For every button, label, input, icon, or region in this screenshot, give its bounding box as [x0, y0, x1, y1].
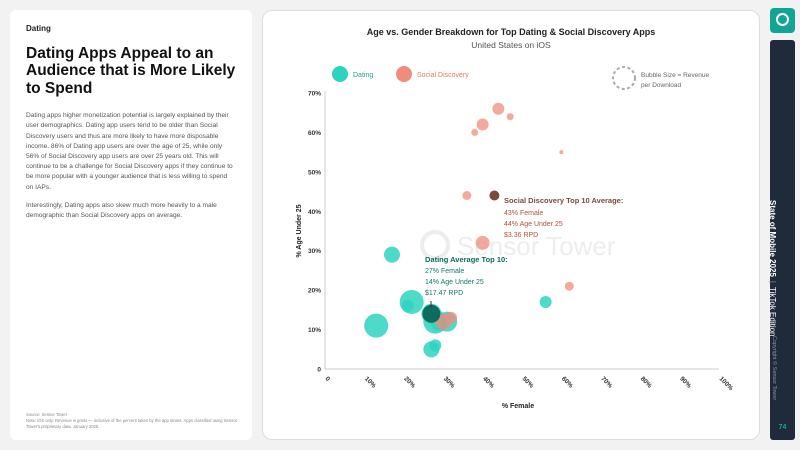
x-tick-label: 80% [639, 375, 653, 389]
legend-size-icon [612, 66, 636, 90]
dating-avg-annotation-line-3: $17.47 RPD [425, 290, 463, 297]
dating-avg-annotation-line-2: 14% Age Under 25 [425, 279, 484, 286]
source-line-1: Source: Sensor Tower [26, 412, 68, 418]
dating-bubble [429, 339, 442, 352]
social-discovery-bubble [445, 311, 458, 324]
y-tick-label: 40% [308, 209, 321, 216]
social-discovery-bubble [462, 191, 472, 201]
dating-bubble [399, 289, 424, 314]
scatter-chart: Dating Social Discovery Bubble Size = Re… [296, 66, 735, 410]
sensor-tower-logo-icon [770, 8, 795, 33]
legend-size-line-2: per Download [641, 82, 681, 89]
social-discovery-bubble [475, 235, 490, 250]
x-tick-label: 50% [521, 375, 535, 389]
category-label: Dating [26, 24, 51, 33]
y-tick-label: 30% [308, 248, 321, 255]
legend-social-swatch [396, 66, 412, 82]
social-discovery-bubble [471, 128, 479, 136]
y-tick-label: 60% [308, 130, 321, 137]
x-tick-label: 40% [481, 375, 495, 389]
social-discovery-average-bubble [489, 190, 500, 201]
rail-band [770, 40, 795, 440]
rail-copyright: Copyright © Sensor Tower [771, 336, 777, 401]
dating-bubble [539, 295, 552, 308]
social-discovery-bubble [564, 281, 574, 291]
y-axis-label: % Age Under 25 [296, 204, 303, 257]
x-tick-label: 30% [442, 375, 456, 389]
x-tick-labels: 0 10% 20% 30% 40% 50% 60% 70% 80% 90% 100% [324, 375, 735, 392]
right-rail: State of Mobile 2025|TikTok Edition Copy… [765, 0, 800, 450]
source-note: Source: Sensor Tower Note: iOS only. Rev… [26, 412, 241, 430]
dating-bubble [383, 246, 400, 263]
y-tick-label: 50% [308, 169, 321, 176]
dating-average-bubble [422, 304, 441, 323]
x-tick-label: 60% [560, 375, 574, 389]
x-axis-label: % Female [502, 403, 534, 410]
social-avg-annotation-line-1: 43% Female [504, 210, 543, 217]
page-number: 74 [778, 424, 787, 431]
rail-title-bold: State of Mobile 2025 [768, 200, 777, 277]
x-tick-label: 10% [363, 375, 377, 389]
x-tick-label: 70% [599, 375, 613, 389]
page-headline: Dating Apps Appeal to an Audience that i… [26, 45, 236, 97]
dating-bubble [364, 313, 389, 338]
y-tick-labels: 0 10% 20% 30% 40% 50% 60% 70% [308, 91, 321, 374]
legend-dating-label: Dating [353, 72, 373, 79]
watermark-icon [420, 230, 450, 260]
x-tick-label: 20% [402, 375, 416, 389]
legend-dating-swatch [332, 66, 348, 82]
chart-title: Age vs. Gender Breakdown for Top Dating … [366, 27, 656, 37]
body-paragraph-2: Interestingly, Dating apps also skew muc… [26, 201, 217, 220]
x-tick-label: 100% [718, 375, 735, 392]
social-discovery-bubble [476, 118, 489, 131]
legend-social-label: Social Discovery [417, 72, 469, 79]
social-discovery-bubble [492, 102, 505, 115]
chart-subtitle: United States on iOS [471, 40, 551, 50]
chart-panel: Age vs. Gender Breakdown for Top Dating … [262, 10, 760, 440]
legend-size-line-1: Bubble Size = Revenue [641, 72, 710, 79]
y-tick-label: 0 [317, 367, 321, 374]
social-avg-annotation-line-3: $3.36 RPD [504, 232, 538, 239]
rail-title-edition: TikTok Edition [768, 287, 777, 337]
dating-avg-annotation-line-1: 27% Female [425, 268, 464, 275]
dating-avg-annotation-title: Dating Average Top 10: [425, 255, 508, 264]
x-tick-label: 90% [678, 375, 692, 389]
social-discovery-bubble [506, 113, 514, 121]
y-tick-label: 20% [308, 288, 321, 295]
bubble-layer [364, 102, 574, 358]
social-avg-annotation-title: Social Discovery Top 10 Average: [504, 196, 623, 205]
text-panel: Dating Dating Apps Appeal to an Audience… [10, 10, 252, 440]
social-discovery-bubble [559, 150, 564, 155]
y-tick-label: 70% [308, 91, 321, 98]
social-avg-annotation-line-2: 44% Age Under 25 [504, 221, 563, 228]
source-line-2: Note: iOS only. Revenue is gross — inclu… [26, 418, 238, 430]
y-tick-label: 10% [308, 327, 321, 334]
rail-report-title: State of Mobile 2025|TikTok Edition [768, 200, 777, 337]
x-tick-label: 0 [324, 375, 332, 383]
body-paragraph-1: Dating apps higher monetization potentia… [26, 112, 233, 191]
